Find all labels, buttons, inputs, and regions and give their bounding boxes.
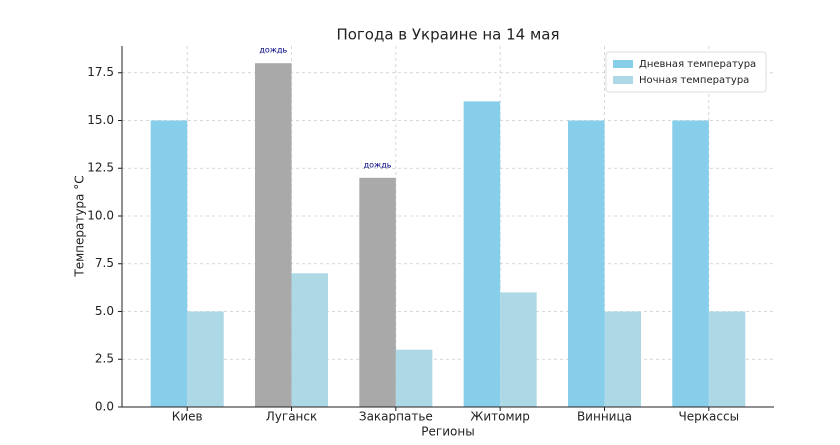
bar [395, 349, 433, 407]
bar [255, 63, 292, 407]
bar [150, 120, 188, 407]
y-tick-label: 5.0 [95, 304, 114, 318]
bar [463, 101, 501, 407]
legend-swatch [613, 76, 633, 84]
y-tick-label: 7.5 [95, 256, 114, 270]
y-tick-label: 10.0 [87, 208, 114, 222]
y-tick-label: 12.5 [87, 161, 114, 175]
bar [708, 311, 746, 407]
y-tick-label: 2.5 [95, 352, 114, 366]
y-tick-label: 15.0 [87, 113, 114, 127]
legend-label: Ночная температура [639, 75, 749, 86]
legend-label: Дневная температура [639, 59, 756, 70]
x-tick-label: Житомир [470, 410, 530, 424]
legend-box [605, 51, 767, 93]
bar [359, 177, 396, 407]
y-tick-label: 17.5 [87, 65, 114, 79]
x-tick-label: Закарпатье [359, 410, 433, 424]
bar [672, 120, 709, 407]
x-tick-label: Луганск [266, 410, 317, 424]
x-axis-label: Регионы [421, 425, 474, 439]
x-tick-label: Киев [172, 410, 203, 424]
x-tick-label: Черкассы [679, 410, 740, 424]
annotation: дождь [364, 160, 392, 169]
legend-swatch [613, 60, 633, 68]
y-axis-label: Температура °C [73, 175, 87, 277]
bar [291, 273, 329, 407]
annotation: дождь [259, 46, 287, 55]
x-tick-label: Винница [577, 410, 632, 424]
bar [187, 311, 224, 407]
bar [567, 120, 605, 407]
bar [604, 311, 641, 407]
chart-title: Погода в Украине на 14 мая [336, 26, 559, 44]
bar [500, 292, 537, 407]
y-tick-label: 0.0 [95, 400, 114, 414]
